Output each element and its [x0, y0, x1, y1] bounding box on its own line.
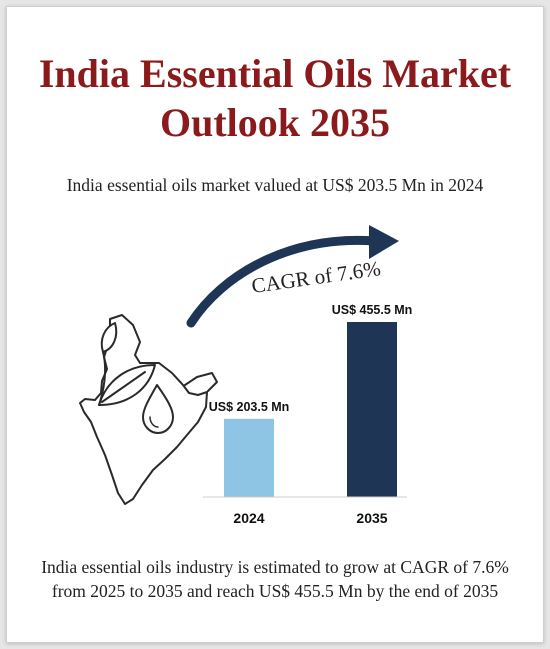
title-line-1: India Essential Oils Market	[38, 51, 512, 96]
title-line-2: Outlook 2035	[159, 100, 391, 145]
oil-drop-icon	[142, 384, 174, 434]
market-value-subtitle: India essential oils market valued at US…	[66, 175, 484, 195]
category-label-2035: 2035	[356, 510, 387, 526]
infographic-card: India Essential Oils Market Outlook 2035…	[6, 6, 544, 643]
bar-2035	[347, 322, 397, 497]
bar-2024	[224, 418, 274, 497]
bar-value-label-2024: US$ 203.5 Mn	[209, 400, 290, 414]
summary-line-2: from 2025 to 2035 and reach US$ 455.5 Mn…	[51, 581, 499, 601]
page-title: India Essential Oils Market Outlook 2035	[7, 49, 543, 147]
small-leaf-icon	[100, 322, 118, 353]
india-map-illustration	[79, 314, 218, 505]
summary-line-1: India essential oils industry is estimat…	[41, 557, 509, 577]
arrow-head-icon	[369, 225, 399, 259]
bar-value-label-2035: US$ 455.5 Mn	[332, 303, 413, 317]
growth-summary: India essential oils industry is estimat…	[7, 555, 543, 603]
category-label-2024: 2024	[233, 510, 264, 526]
bar-chart: US$ 203.5 Mn 2024 US$ 455.5 Mn 2035	[209, 303, 413, 526]
india-map-outline-icon	[79, 314, 208, 505]
